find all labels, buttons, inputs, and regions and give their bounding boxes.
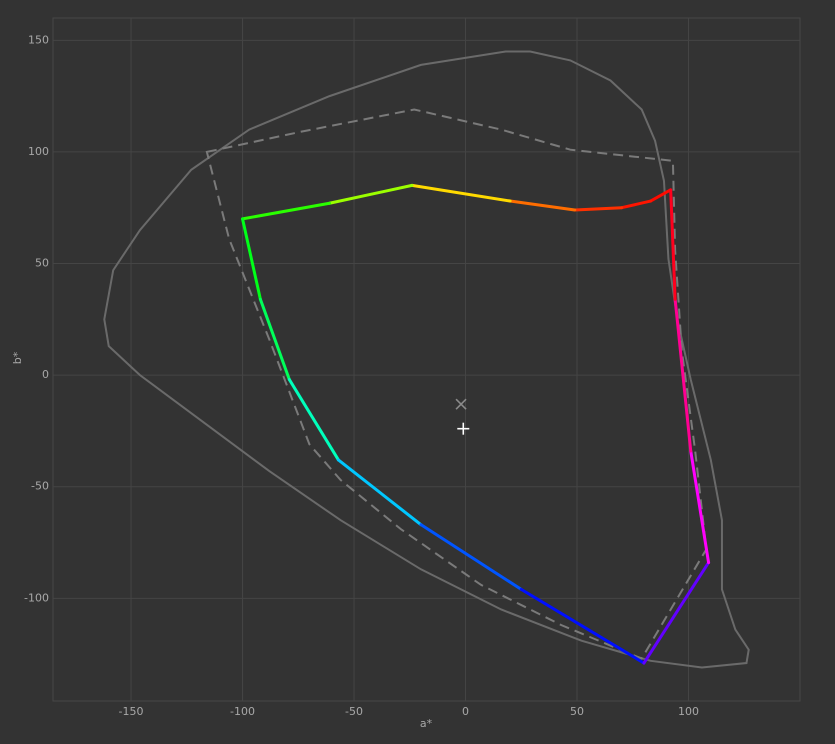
gamut-segment bbox=[419, 523, 523, 591]
gamut-segment bbox=[642, 561, 711, 665]
y-tick-label: 50 bbox=[35, 257, 49, 270]
gamut-segment bbox=[673, 297, 693, 453]
x-tick-label: -150 bbox=[119, 705, 144, 718]
gamut-segment bbox=[241, 201, 332, 221]
x-axis-label: a* bbox=[420, 717, 433, 730]
gamut-segment bbox=[258, 297, 291, 382]
x-tick-label: 50 bbox=[570, 705, 584, 718]
y-tick-label: 100 bbox=[28, 145, 49, 158]
gamut-segment bbox=[336, 458, 423, 527]
gamut-segment bbox=[649, 188, 673, 203]
gamut-segment bbox=[620, 199, 653, 210]
gamut-segment bbox=[241, 217, 262, 301]
marker-stroke bbox=[455, 398, 467, 410]
y-tick-label: -50 bbox=[31, 480, 49, 493]
y-axis-label: b* bbox=[11, 351, 24, 364]
x-tick-label: -50 bbox=[345, 705, 363, 718]
gamut-segment bbox=[669, 188, 677, 301]
x-tick-label: 0 bbox=[462, 705, 469, 718]
x-tick-label: 100 bbox=[678, 705, 699, 718]
y-tick-label: 150 bbox=[28, 33, 49, 46]
gamut-segment bbox=[328, 183, 414, 205]
gamut-segment bbox=[287, 378, 340, 462]
gamut-segment bbox=[410, 183, 512, 203]
y-tick-label: -100 bbox=[24, 591, 49, 604]
plot-frame bbox=[52, 17, 801, 702]
white-point-marker bbox=[457, 422, 470, 435]
gamut-outline bbox=[103, 50, 750, 669]
gamut-segment bbox=[573, 206, 624, 212]
y-tick-label: 0 bbox=[42, 368, 49, 381]
gamut-segment bbox=[689, 449, 711, 565]
white-point-marker bbox=[455, 398, 467, 410]
gamut-segment bbox=[508, 199, 577, 212]
x-tick-label: -100 bbox=[230, 705, 255, 718]
gamut-segment bbox=[519, 587, 646, 665]
